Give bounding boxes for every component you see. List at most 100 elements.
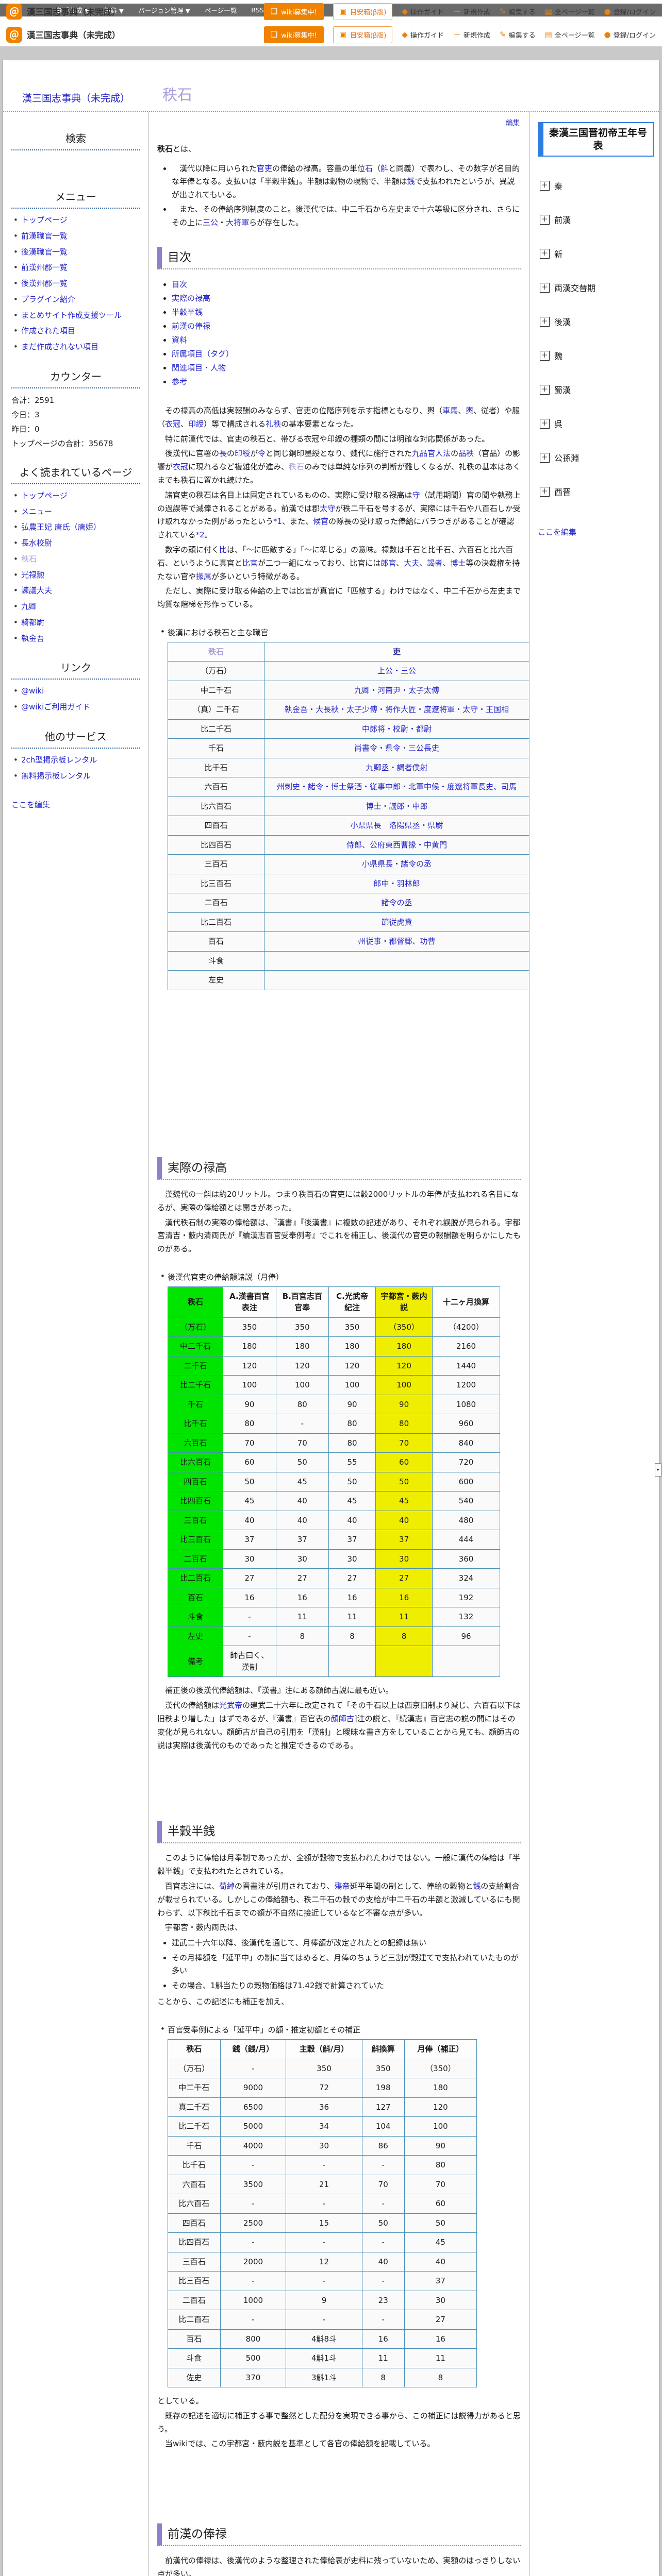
inline-link[interactable]: 秩石 [289, 462, 305, 472]
list-link[interactable]: 諫議大夫 [21, 586, 53, 596]
suggestion-box-button[interactable]: ▣ 目安箱(β版) [333, 26, 393, 43]
sidebar-edit-link[interactable]: ここを編集 [11, 800, 51, 810]
expand-plus-icon[interactable]: ＋ [540, 180, 550, 191]
table-cell[interactable]: 九卿丞・謁者僕射 [264, 757, 529, 778]
list-link[interactable]: まとめサイト作成支援ツール [21, 310, 122, 320]
list-link[interactable]: 半穀半銭 [172, 308, 203, 317]
inline-link[interactable]: 衣冠 [173, 462, 189, 472]
inline-link[interactable]: 顔師古 [330, 1714, 354, 1724]
list-link[interactable]: 執金吾 [21, 633, 45, 643]
table-cell[interactable]: 九卿・河南尹・太子太傅 [264, 680, 529, 701]
list-link[interactable]: 関連項目・人物 [172, 363, 226, 372]
scrollbar-arrow[interactable]: ▸ [655, 1463, 661, 1477]
inline-link[interactable]: 謁者 [427, 558, 443, 568]
list-link[interactable]: 資料 [172, 335, 188, 345]
list-link[interactable]: 参考 [172, 377, 188, 386]
expand-plus-icon[interactable]: ＋ [540, 248, 550, 259]
inline-link[interactable]: *2 [195, 530, 205, 540]
list-link[interactable]: @wikiご利用ガイド [21, 702, 91, 711]
new-page-link[interactable]: ＋新規作成 [453, 30, 490, 40]
right-sidebar-edit-link[interactable]: ここを編集 [538, 528, 577, 537]
inline-link[interactable]: 衣冠 [165, 419, 181, 429]
table-cell[interactable]: 郎中・羽林郎 [264, 873, 529, 894]
table-cell[interactable]: 諸令の丞 [264, 893, 529, 913]
list-link[interactable]: 無料掲示板レンタル [21, 771, 91, 781]
all-pages-link[interactable]: ▤ 全ページ一覧 [544, 30, 595, 40]
table-cell[interactable]: 州従事・郡督郵、功曹 [264, 931, 529, 952]
table-cell[interactable]: 上公・三公 [264, 661, 529, 681]
list-link[interactable]: 前漢の俸禄 [172, 321, 211, 331]
inline-link[interactable]: 輿 [466, 406, 474, 415]
expand-plus-icon[interactable]: ＋ [540, 452, 550, 463]
list-link[interactable]: 前漢州郡一覧 [21, 263, 68, 273]
site-title[interactable]: 漢三国志事典（未完成） [27, 30, 121, 40]
inline-link[interactable]: 長 [219, 449, 227, 459]
inline-link[interactable]: 大夫 [404, 558, 420, 568]
wiki-recruit-button[interactable]: ❏ wiki募集中! [263, 26, 324, 43]
login-link[interactable]: ● 登録/ログイン [604, 30, 656, 40]
suggestion-box-button[interactable]: ▣ 目安箱(β版) [333, 3, 393, 20]
login-link[interactable]: ● 登録/ログイン [604, 7, 656, 16]
inline-link[interactable]: 荀綽 [219, 1882, 235, 1891]
table-cell[interactable]: 侍郎、公府東西曹掾・中黄門 [264, 835, 529, 855]
inline-link[interactable]: 斛 [380, 163, 389, 173]
wiki-home-link[interactable]: 漢三国志事典（未完成） [22, 93, 130, 104]
inline-link[interactable]: 石 [365, 163, 373, 173]
toolbar-item-pagelist[interactable]: ページ一覧 [205, 7, 237, 14]
toolbar-item-edit[interactable]: 編集 ▼ [104, 7, 124, 14]
new-page-link[interactable]: ＋新規作成 [453, 7, 490, 16]
inline-link[interactable]: 官吏 [257, 163, 273, 173]
list-link[interactable]: 作成された項目 [21, 326, 76, 336]
table-cell[interactable]: 州刺史・諸令・博士祭酒・従事中郎・北軍中候・度遼将軍長史、司馬 [264, 777, 529, 797]
list-link[interactable]: 所属項目（タグ） [172, 349, 234, 359]
toolbar-item-versions[interactable]: バージョン管理 ▼ [138, 7, 191, 14]
list-link[interactable]: トップページ [21, 490, 68, 500]
expand-plus-icon[interactable]: ＋ [540, 418, 550, 429]
toolbar-item-rss[interactable]: RSS [251, 6, 264, 14]
inline-link[interactable]: 印綬 [188, 419, 204, 429]
list-link[interactable]: 騎都尉 [21, 617, 45, 627]
list-link[interactable]: トップページ [21, 215, 68, 225]
inline-link[interactable]: 光武帝 [219, 1701, 243, 1710]
list-link[interactable]: 光禄勲 [21, 570, 45, 580]
inline-link[interactable]: 三公 [203, 217, 219, 227]
expand-plus-icon[interactable]: ＋ [540, 384, 550, 395]
atwiki-logo-icon[interactable]: ＠ [6, 3, 22, 20]
list-link[interactable]: プラグイン紹介 [21, 294, 76, 304]
page-edit-link[interactable]: 編集 [506, 119, 520, 127]
list-link[interactable]: 後漢州郡一覧 [21, 279, 68, 288]
inline-link[interactable]: 掾属 [196, 571, 212, 581]
list-link[interactable]: 目次 [172, 280, 188, 289]
inline-link[interactable]: 大将軍 [226, 217, 250, 227]
inline-link[interactable]: 比 [219, 545, 227, 554]
list-link[interactable]: まだ作成されない項目 [21, 342, 99, 351]
list-link[interactable]: 前漢職官一覧 [21, 231, 68, 241]
inline-link[interactable]: 銭 [407, 177, 415, 186]
list-link[interactable]: 長水校尉 [21, 538, 53, 548]
inline-link[interactable]: *1 [273, 517, 283, 527]
atwiki-logo-icon[interactable]: ＠ [6, 26, 22, 43]
expand-plus-icon[interactable]: ＋ [540, 486, 550, 497]
inline-link[interactable]: 銭 [473, 1882, 481, 1891]
list-link[interactable]: 2ch型掲示板レンタル [21, 755, 97, 765]
inline-link[interactable]: 殤帝 [334, 1882, 350, 1891]
edit-page-link[interactable]: ✎ 編集する [499, 7, 536, 16]
list-link[interactable]: @wiki [21, 686, 44, 696]
expand-plus-icon[interactable]: ＋ [540, 350, 550, 361]
wiki-recruit-button[interactable]: ❏ wiki募集中! [263, 3, 324, 20]
list-link[interactable]: 秩石 [21, 554, 37, 564]
inline-link[interactable]: 太守 [320, 503, 336, 513]
inline-link[interactable]: 九品官人法 [412, 449, 451, 459]
table-cell[interactable]: 執金吾・大長秋・太子少傅・将作大匠・度遼将軍・太守・王国相 [264, 700, 529, 720]
list-link[interactable]: メニュー [21, 506, 53, 516]
inline-link[interactable]: 品秩 [458, 449, 474, 459]
inline-link[interactable]: 郎官 [380, 558, 396, 568]
all-pages-link[interactable]: ▤ 全ページ一覧 [544, 7, 595, 16]
inline-link[interactable]: 印綬 [235, 449, 251, 459]
inline-link[interactable]: 候官 [313, 517, 329, 527]
expand-plus-icon[interactable]: ＋ [540, 214, 550, 225]
expand-plus-icon[interactable]: ＋ [540, 282, 550, 293]
list-link[interactable]: 後漢職官一覧 [21, 247, 68, 257]
inline-link[interactable]: 博士 [450, 558, 466, 568]
table-cell[interactable]: 節従虎賁 [264, 912, 529, 933]
